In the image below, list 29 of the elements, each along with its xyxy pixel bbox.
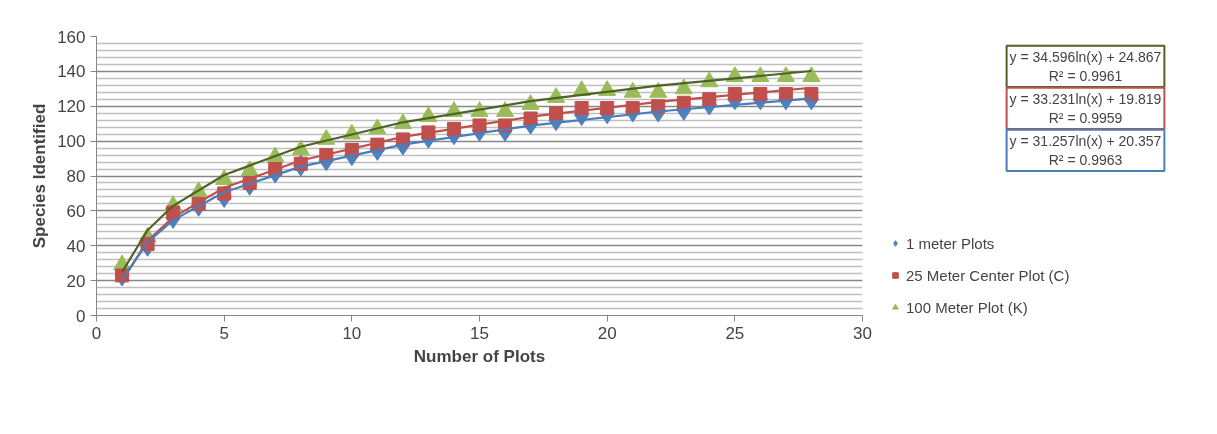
- x-tick-label: 10: [342, 323, 362, 343]
- y-tick-label: 140: [57, 62, 86, 82]
- y-axis-title: Species Identified: [30, 103, 50, 249]
- y-tick-label: 120: [57, 97, 86, 117]
- x-tick-label: 30: [853, 323, 872, 343]
- x-tick-label: 15: [470, 323, 489, 343]
- point: [802, 66, 821, 83]
- y-tick-label: 60: [66, 201, 86, 221]
- point: [804, 87, 819, 102]
- y-tick-label: 160: [57, 27, 86, 47]
- x-tick-label: 0: [91, 323, 102, 343]
- y-tick-label: 80: [66, 167, 86, 186]
- legend-label: 1 meter Plots: [906, 234, 995, 252]
- legend-label: 25 Meter Center Plot (C): [906, 266, 1070, 284]
- point: [574, 100, 589, 115]
- x-tick-label: 25: [725, 323, 745, 343]
- point: [674, 78, 693, 95]
- text: y = 31.257ln(x) + 20.357 R² = 0.9963: [1009, 132, 1162, 168]
- y-tick-label: 100: [57, 132, 86, 152]
- x-axis-title: Number of Plots: [413, 346, 546, 366]
- point: [421, 125, 436, 140]
- y-tick-label: 40: [66, 236, 86, 256]
- y-tick-label: 20: [66, 271, 86, 291]
- point: [472, 118, 487, 133]
- y-tick-label: 0: [76, 306, 86, 326]
- x-tick-label: 20: [597, 323, 617, 343]
- x-tick-label: 5: [219, 323, 229, 343]
- legend-label: 100 Meter Plot (K): [906, 298, 1028, 316]
- point: [753, 87, 768, 102]
